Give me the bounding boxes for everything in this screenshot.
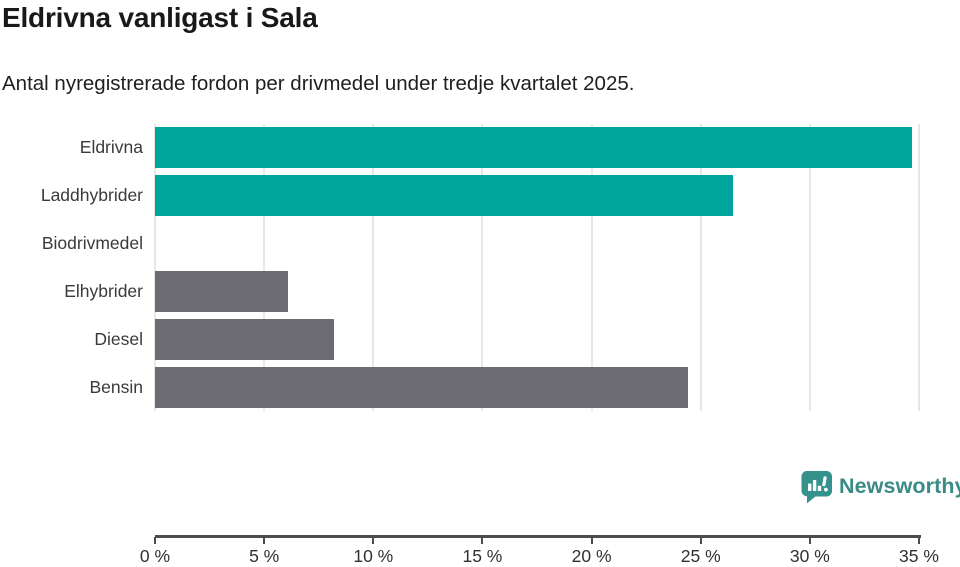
bar-bensin: [155, 366, 688, 408]
x-tick-label-10: 10 %: [353, 546, 394, 566]
x-tick-10: [372, 537, 375, 544]
gridline-25: [699, 124, 702, 411]
x-tick-35: [918, 537, 920, 544]
x-tick-25: [699, 537, 702, 544]
gridline-30: [808, 124, 811, 411]
x-tick-label-30: 30 %: [789, 546, 830, 566]
x-axis-line: [155, 535, 921, 538]
category-label-bensin: Bensin: [89, 376, 143, 397]
y-axis-labels: Eldrivna Laddhybrider Biodrivmedel Elhyb…: [0, 124, 143, 411]
gridline-20: [590, 124, 593, 411]
brand-footer: Newsworthy: [800, 470, 960, 503]
bar-row: [155, 315, 919, 363]
x-tick-label-35: 35 %: [899, 546, 939, 566]
x-tick-label-5: 5 %: [249, 546, 280, 566]
brand-name: Newsworthy: [839, 474, 960, 498]
bar-diesel: [155, 318, 334, 360]
bar-chart: Eldrivna Laddhybrider Biodrivmedel Elhyb…: [0, 124, 960, 566]
bar-eldrivna: [155, 127, 913, 169]
x-tick-label-15: 15 %: [462, 546, 503, 566]
bar-row: [155, 220, 919, 268]
x-tick-0: [154, 537, 156, 544]
gridline-0: [154, 124, 156, 411]
x-tick-15: [481, 537, 484, 544]
x-tick-label-25: 25 %: [680, 546, 721, 566]
x-tick-5: [263, 537, 266, 544]
gridline-10: [372, 124, 375, 411]
x-tick-30: [808, 537, 811, 544]
plot-area: [154, 124, 920, 411]
x-tick-label-0: 0 %: [139, 546, 171, 566]
category-label-diesel: Diesel: [94, 328, 143, 349]
x-tick-label-20: 20 %: [571, 546, 612, 566]
bar-row: [155, 172, 919, 220]
bar-laddhybrider: [155, 175, 734, 217]
chart-title: Eldrivna vanligast i Sala: [2, 2, 318, 33]
bar-row: [155, 267, 919, 315]
bar-row: [155, 124, 919, 172]
category-label-eldrivna: Eldrivna: [79, 137, 143, 158]
category-label-elhybrider: Elhybrider: [64, 280, 143, 301]
gridline-5: [263, 124, 266, 411]
newsworthy-logo-icon: [801, 471, 832, 503]
chart-subtitle: Antal nyregistrerade fordon per drivmede…: [2, 72, 635, 95]
bar-elhybrider: [155, 270, 289, 312]
gridline-35: [918, 124, 920, 411]
x-tick-20: [590, 537, 593, 544]
bar-row: [155, 363, 919, 411]
category-label-laddhybrider: Laddhybrider: [40, 185, 143, 206]
gridline-15: [481, 124, 484, 411]
category-label-biodrivmedel: Biodrivmedel: [41, 233, 143, 254]
bars-container: [155, 124, 919, 411]
